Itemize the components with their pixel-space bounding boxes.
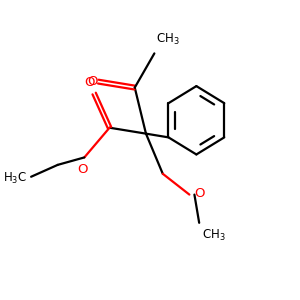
- Text: CH$_3$: CH$_3$: [202, 228, 226, 243]
- Text: O: O: [84, 76, 94, 89]
- Text: CH$_3$: CH$_3$: [156, 32, 179, 47]
- Text: O: O: [194, 188, 205, 200]
- Text: O: O: [78, 163, 88, 176]
- Text: O: O: [87, 74, 98, 88]
- Text: H$_3$C: H$_3$C: [3, 171, 27, 186]
